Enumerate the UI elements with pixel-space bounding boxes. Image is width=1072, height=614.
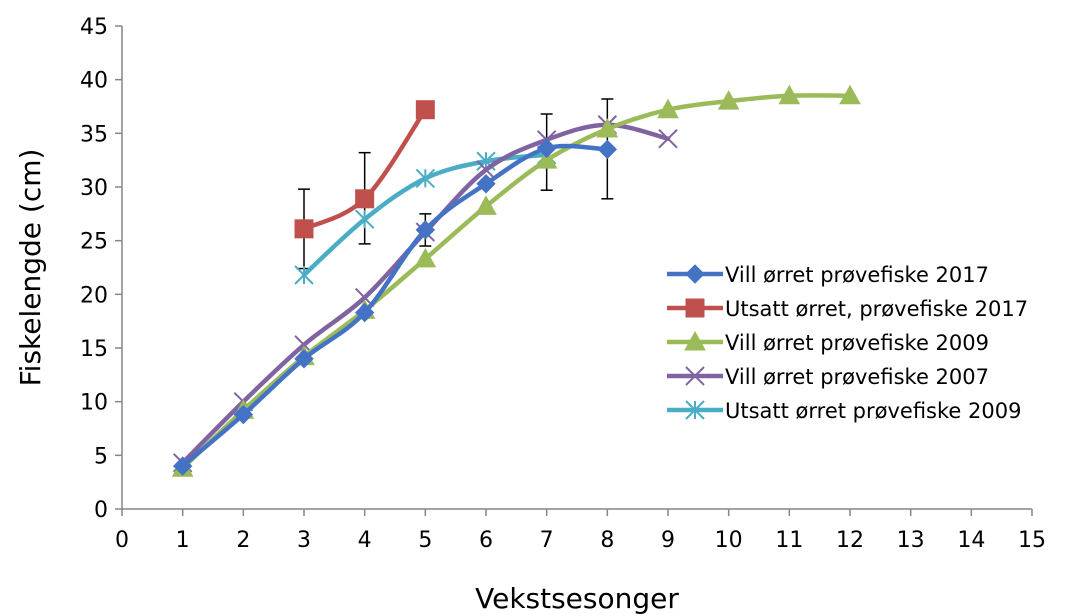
x-tick-label: 9: [661, 528, 675, 553]
series-lines: [171, 84, 861, 477]
x-tick-label: 1: [176, 528, 190, 553]
data-point: [172, 456, 193, 476]
legend-swatch-marker: [685, 264, 705, 284]
data-point: [476, 174, 496, 194]
x-axis-title: Vekstsesonger: [475, 582, 679, 614]
y-tick-label: 30: [80, 176, 108, 201]
legend-label: Vill ørret prøvefiske 2017: [725, 263, 989, 287]
y-axis-title: Fiskelengde (cm): [14, 149, 47, 387]
x-tick-label: 10: [715, 528, 743, 553]
data-point: [294, 219, 314, 239]
y-tick-label: 0: [94, 498, 108, 523]
data-point: [657, 98, 679, 119]
y-tick-label: 20: [80, 283, 108, 308]
x-tick-label: 7: [540, 528, 554, 553]
data-point: [476, 160, 496, 180]
x-tick-label: 4: [358, 528, 372, 553]
data-point: [415, 100, 435, 120]
error-bars: [298, 98, 614, 270]
data-point: [778, 84, 801, 105]
data-point: [596, 118, 619, 138]
data-point: [354, 302, 375, 323]
series-1: [172, 138, 618, 476]
data-point: [658, 128, 678, 149]
legend-swatch-marker: [685, 298, 705, 318]
data-point: [717, 90, 740, 110]
legend-swatch-marker: [685, 366, 705, 386]
x-tick-label: 13: [897, 528, 925, 553]
y-tick-label: 15: [80, 337, 108, 362]
legend-item: Vill ørret prøvefiske 2007: [667, 365, 989, 389]
legend-swatch-marker: [685, 400, 705, 420]
x-tick-label: 3: [297, 528, 311, 553]
y-tick-label: 5: [94, 444, 108, 469]
y-tick-label: 10: [80, 391, 108, 416]
data-point: [597, 139, 618, 160]
legend-swatch-marker: [684, 330, 706, 351]
data-point: [294, 265, 314, 285]
x-tick-label: 12: [836, 528, 864, 553]
x-tick-label: 14: [957, 528, 985, 553]
legend-item: Vill ørret prøvefiske 2009: [667, 330, 989, 355]
legend-label: Utsatt ørret prøvefiske 2009: [725, 399, 1021, 423]
x-tick-label: 2: [236, 528, 250, 553]
y-tick-label: 25: [80, 230, 108, 255]
x-tick-label: 6: [479, 528, 493, 553]
data-point: [354, 209, 375, 229]
data-point: [415, 220, 436, 240]
legend-label: Vill ørret prøvefiske 2009: [725, 331, 989, 355]
data-point: [355, 189, 375, 209]
data-point: [294, 349, 314, 369]
data-point: [414, 247, 437, 268]
series-2: [294, 100, 435, 239]
legend-item: Utsatt ørret prøvefiske 2009: [667, 399, 1021, 423]
y-tick-label: 40: [80, 69, 108, 94]
data-point: [839, 84, 861, 105]
x-tick-label: 15: [1018, 528, 1046, 553]
y-tick-label: 35: [80, 122, 108, 147]
y-tick-label: 45: [80, 15, 108, 40]
legend-label: Utsatt ørret, prøvefiske 2017: [725, 297, 1028, 321]
series-line: [180, 143, 610, 469]
data-point: [535, 149, 558, 169]
legend: Vill ørret prøvefiske 2017 Utsatt ørret, …: [667, 263, 1028, 423]
data-point: [415, 168, 436, 189]
legend-label: Vill ørret prøvefiske 2007: [725, 365, 989, 389]
legend-item: Vill ørret prøvefiske 2017: [667, 263, 989, 287]
legend-item: Utsatt ørret, prøvefiske 2017: [667, 297, 1028, 321]
x-tick-label: 5: [418, 528, 432, 553]
data-point: [475, 195, 497, 215]
x-tick-label: 0: [115, 528, 129, 553]
data-point: [233, 404, 254, 425]
data-point: [536, 138, 557, 159]
x-tick-label: 11: [775, 528, 803, 553]
x-tick-label: 8: [600, 528, 614, 553]
